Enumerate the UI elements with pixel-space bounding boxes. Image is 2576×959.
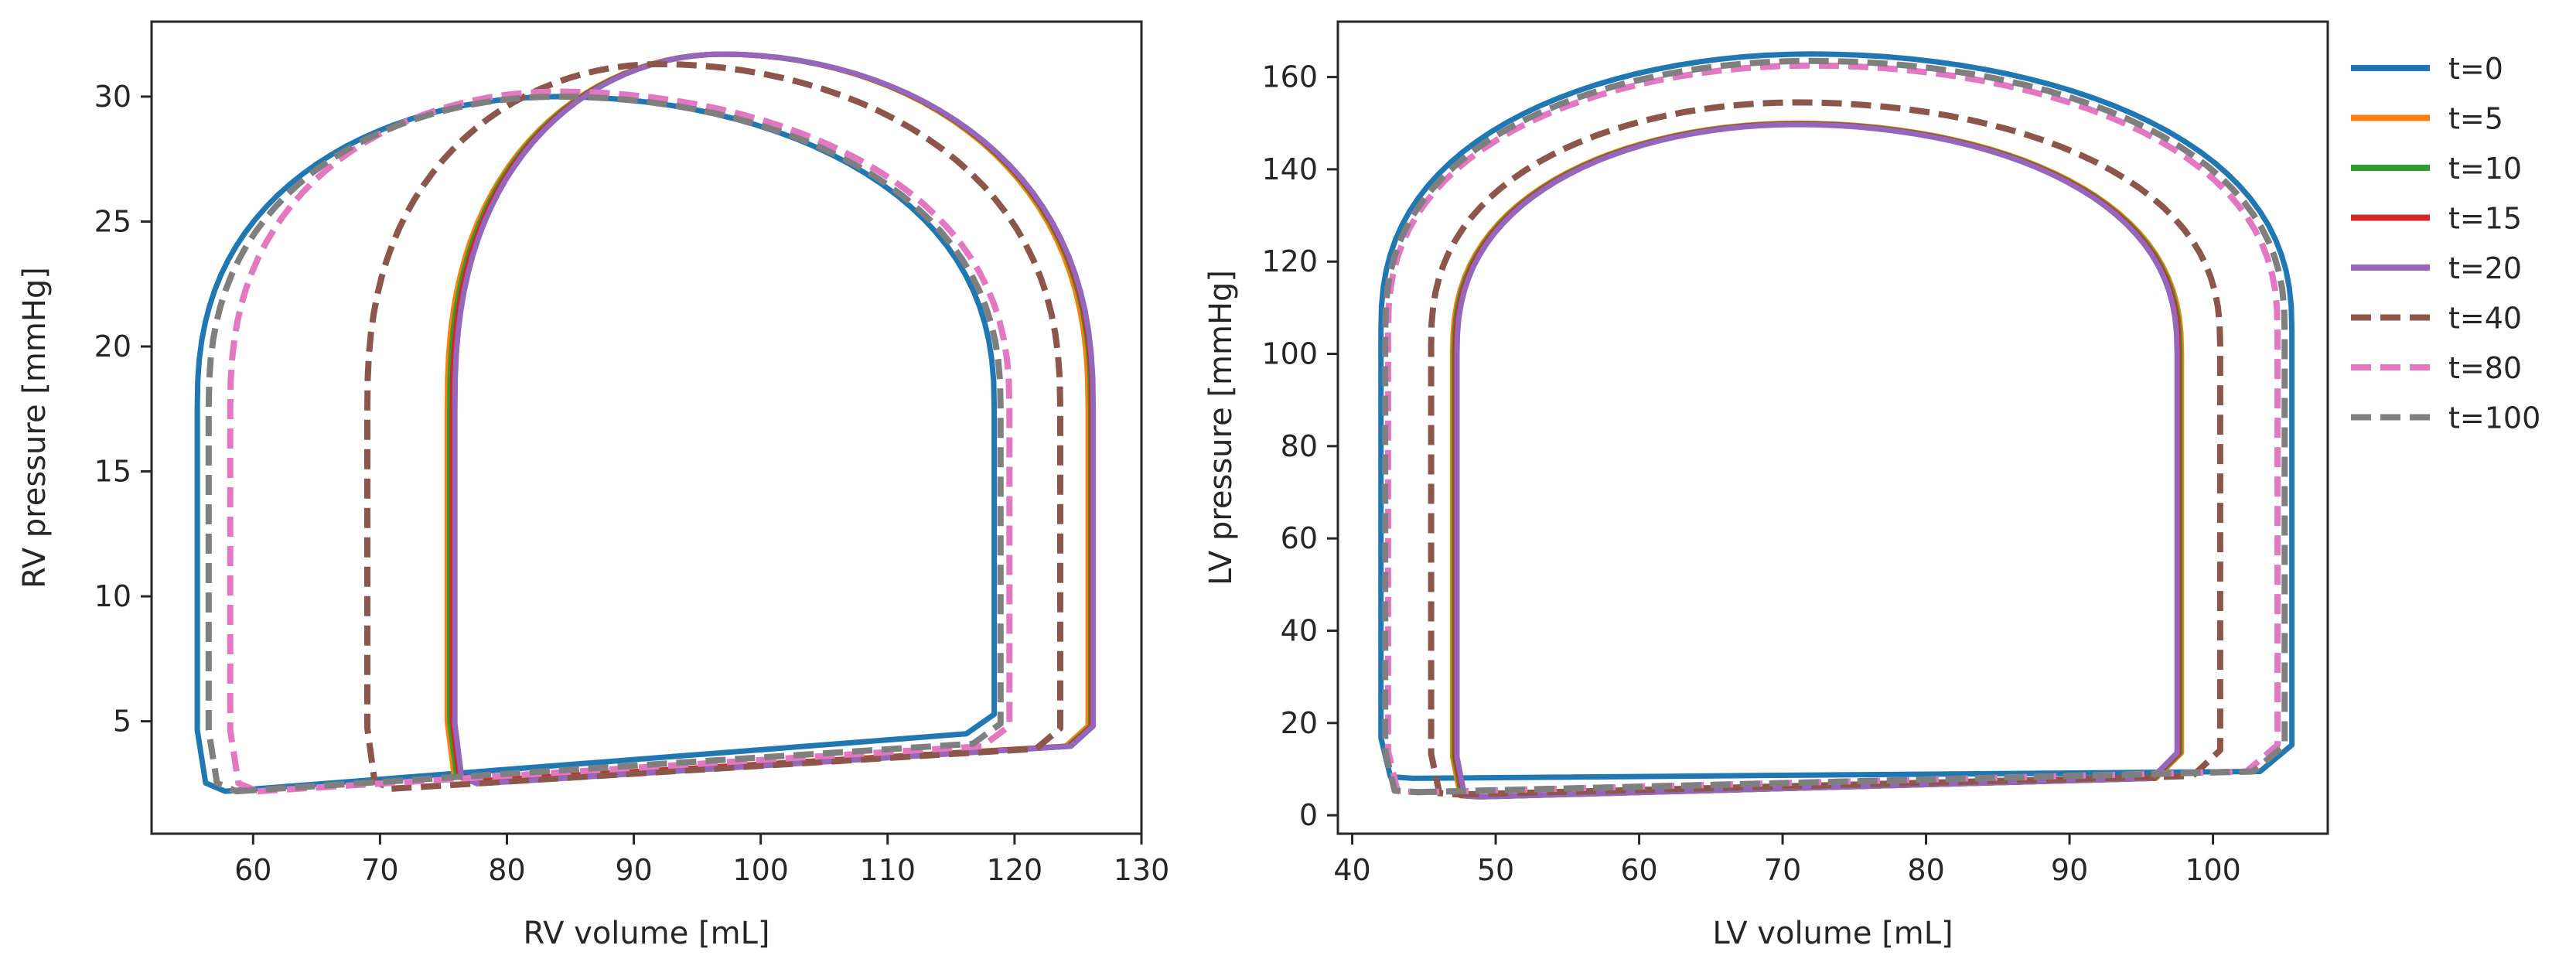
rv-y-axis-label: RV pressure [mmHg] [17, 267, 53, 589]
legend: t=0 t=5 t=10 t=15 t=20 t=40 t=80 t=100 [2351, 52, 2540, 435]
lv-y-tick-label: 40 [1281, 614, 1318, 648]
legend-label: t=100 [2448, 401, 2540, 435]
lv-x-tick-label: 100 [2185, 853, 2241, 887]
rv-x-tick-label: 90 [615, 853, 652, 887]
lv-axes-frame [1336, 20, 2329, 835]
rv-y-tick-label: 15 [94, 455, 131, 489]
lv-y-axis-label: LV pressure [mmHg] [1203, 270, 1239, 585]
legend-label: t=10 [2448, 152, 2522, 186]
rv-series-t-100 [205, 93, 1004, 795]
lv-y-tick-label: 100 [1261, 337, 1318, 371]
lv-x-tick-label: 60 [1620, 853, 1657, 887]
lv-y-ticks: 0 20 40 60 80 100 120 140 160 [1261, 60, 1338, 832]
rv-y-tick-label: 25 [94, 204, 131, 238]
legend-label: t=5 [2448, 102, 2503, 136]
lv-x-ticks: 40 50 60 70 80 90 100 [1333, 834, 2241, 887]
rv-x-axis-label: RV volume [mL] [523, 916, 769, 951]
legend-label: t=0 [2448, 52, 2503, 86]
rv-series-t-40 [364, 60, 1063, 792]
rv-axes-frame [150, 20, 1143, 835]
rv-y-tick-label: 20 [94, 329, 131, 363]
lv-y-tick-label: 0 [1299, 798, 1318, 832]
lv-x-tick-label: 50 [1477, 853, 1514, 887]
rv-pv-loop-panel: 60 70 80 90 100 110 120 130 5 10 15 20 25 30 RV volu… [17, 20, 1169, 951]
legend-item: t=100 [2351, 401, 2540, 435]
rv-series-t-0 [194, 94, 998, 794]
rv-x-tick-label: 80 [488, 853, 525, 887]
legend-label: t=20 [2448, 251, 2522, 285]
legend-label: t=40 [2448, 302, 2522, 336]
legend-label: t=80 [2448, 351, 2522, 385]
rv-x-tick-label: 60 [234, 853, 271, 887]
rv-series-t-20 [452, 51, 1097, 787]
lv-pv-loop-panel: 40 50 60 70 80 90 100 0 20 40 60 80 100 120 140 160 LV… [1203, 20, 2329, 951]
lv-y-tick-label: 160 [1261, 60, 1318, 94]
legend-item: t=0 [2351, 52, 2503, 86]
rv-x-tick-label: 110 [860, 853, 916, 887]
lv-x-axis-label: LV volume [mL] [1712, 916, 1953, 951]
legend-item: t=40 [2351, 302, 2522, 336]
lv-series-t-40 [1428, 99, 2223, 798]
rv-x-ticks: 60 70 80 90 100 110 120 130 [234, 834, 1169, 887]
lv-series-group [1378, 51, 2295, 800]
lv-y-tick-label: 140 [1261, 152, 1318, 186]
legend-label: t=15 [2448, 202, 2522, 236]
rv-y-ticks: 5 10 15 20 25 30 [94, 80, 152, 739]
lv-x-tick-label: 80 [1907, 853, 1944, 887]
lv-series-t-80 [1384, 62, 2281, 796]
rv-y-tick-label: 10 [94, 579, 131, 613]
lv-series-t-0 [1378, 51, 2295, 781]
legend-item: t=10 [2351, 152, 2522, 186]
rv-x-tick-label: 100 [732, 853, 789, 887]
legend-item: t=5 [2351, 102, 2503, 136]
lv-series-t-100 [1382, 57, 2288, 796]
lv-y-tick-label: 120 [1261, 244, 1318, 278]
rv-y-tick-label: 5 [113, 705, 131, 739]
lv-y-tick-label: 80 [1281, 429, 1318, 463]
lv-x-tick-label: 40 [1333, 853, 1370, 887]
lv-y-tick-label: 60 [1281, 521, 1318, 555]
legend-item: t=80 [2351, 351, 2522, 385]
rv-y-tick-label: 30 [94, 80, 131, 114]
lv-x-tick-label: 90 [2051, 853, 2088, 887]
rv-x-tick-label: 130 [1114, 853, 1170, 887]
lv-x-tick-label: 70 [1764, 853, 1801, 887]
rv-series-t-80 [227, 88, 1013, 795]
lv-series-t-20 [1454, 121, 2180, 800]
legend-item: t=20 [2351, 251, 2522, 285]
rv-x-tick-label: 120 [987, 853, 1043, 887]
rv-series-group [194, 51, 1097, 795]
legend-item: t=15 [2351, 202, 2522, 236]
rv-x-tick-label: 70 [361, 853, 398, 887]
lv-y-tick-label: 20 [1281, 706, 1318, 740]
